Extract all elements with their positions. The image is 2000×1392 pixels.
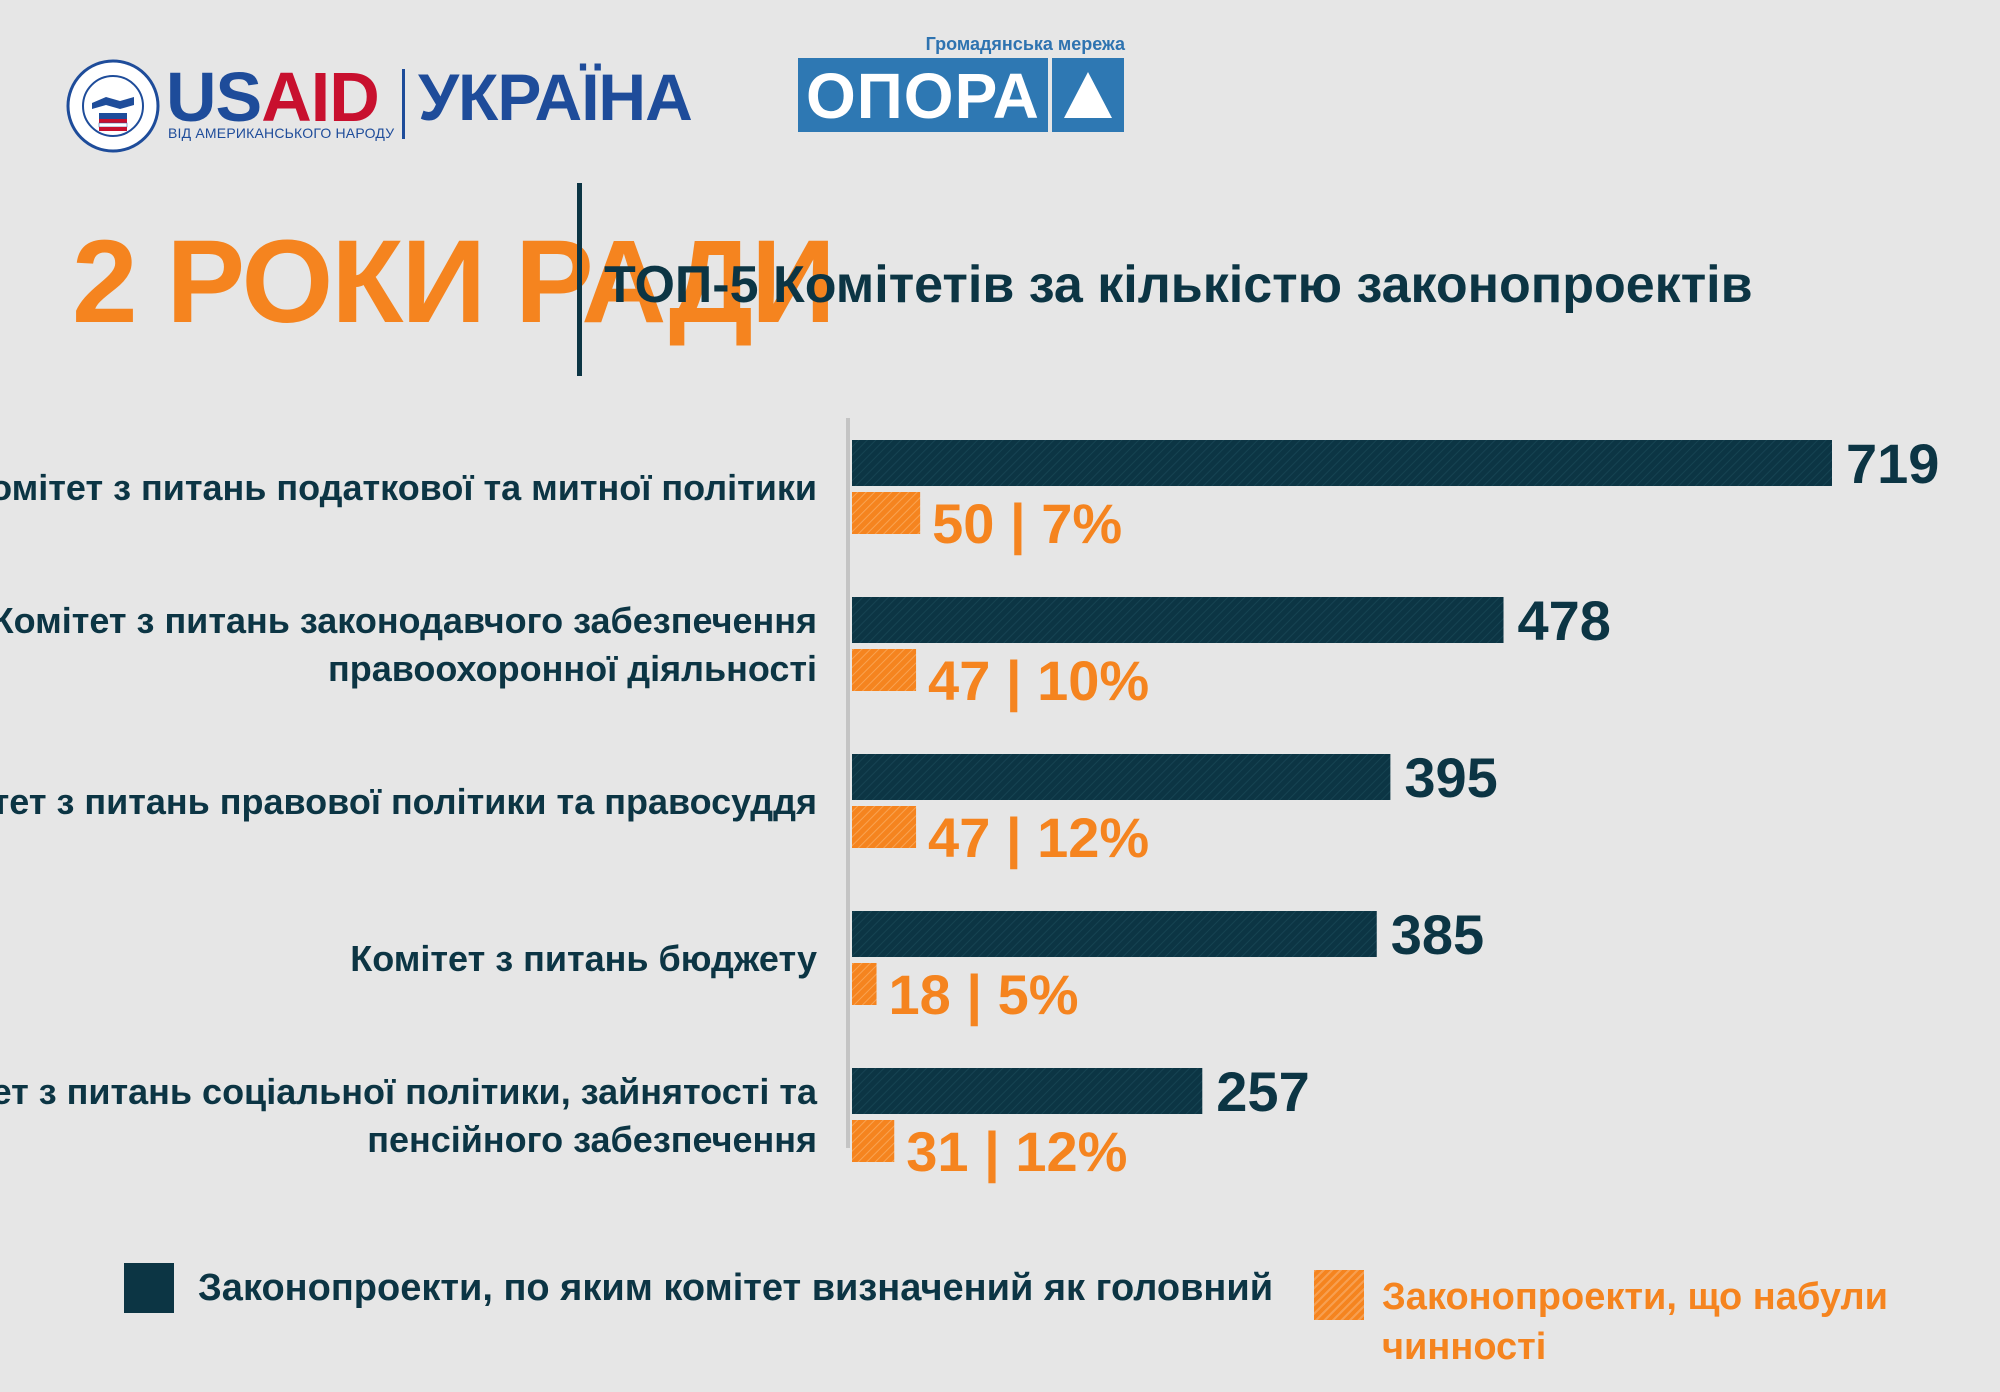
category-label: правоохоронної діяльності (328, 648, 817, 689)
bar-main (852, 597, 1504, 643)
opora-name: ОПОРА (806, 60, 1040, 132)
chart-title: ТОП-5 Комітетів за кількістю законопроек… (604, 256, 1753, 314)
category-label: пенсійного забезпечення (367, 1119, 817, 1160)
opora-name-box: ОПОРА (798, 58, 1048, 132)
bar-enacted (852, 806, 917, 848)
bar-main-value-label: 395 (1404, 746, 1497, 809)
category-label: Комітет з питань податкової та митної по… (0, 467, 817, 508)
bar-enacted (852, 649, 917, 691)
bar-enacted-value-label: 47 | 10% (928, 649, 1149, 713)
bar-main (852, 1068, 1203, 1114)
bar-enacted-value-label: 31 | 12% (906, 1120, 1127, 1184)
legend-label-main: Законопроекти, по яким комітет визначени… (198, 1267, 1274, 1309)
usaid-separator (402, 69, 405, 139)
usaid-wordmark: USAID (166, 58, 380, 136)
bar-enacted-value-label: 47 | 12% (928, 806, 1149, 870)
usaid-tagline: ВІД АМЕРИКАНСЬКОГО НАРОДУ (168, 125, 395, 141)
bar-main-value-label: 385 (1391, 903, 1484, 966)
legend-label-enacted: Законопроекти, що набули чинності (1382, 1276, 1888, 1368)
category-label: Комітет з питань бюджету (350, 938, 817, 979)
bar-main-value-label: 719 (1846, 432, 1939, 495)
usaid-seal-icon (66, 59, 160, 153)
title-divider (577, 183, 582, 376)
bar-main-value-label: 257 (1216, 1060, 1309, 1123)
triangle-icon (1064, 72, 1112, 118)
legend-swatch-main (124, 1263, 174, 1313)
bar-main (852, 911, 1377, 957)
usaid-logo: USAID ВІД АМЕРИКАНСЬКОГО НАРОДУ УКРАЇНА (66, 55, 716, 155)
category-label: Комітет з питань законодавчого забезпече… (0, 600, 817, 641)
opora-logo: Громадянська мережа ОПОРА (798, 34, 1128, 134)
opora-tagline: Громадянська мережа (925, 34, 1125, 54)
bar-main-value-label: 478 (1518, 589, 1611, 652)
category-label: Комітет з питань соціальної політики, за… (0, 1071, 818, 1112)
bar-enacted (852, 1120, 895, 1162)
category-label: Комітет з питань правової політики та пр… (0, 781, 817, 822)
usaid-country: УКРАЇНА (418, 60, 693, 134)
bar-enacted-value-label: 50 | 7% (932, 492, 1122, 556)
bar-main (852, 754, 1391, 800)
bar-enacted (852, 492, 921, 534)
bar-enacted-value-label: 18 | 5% (889, 963, 1079, 1027)
opora-triangle-box (1052, 58, 1124, 132)
bar-main (852, 440, 1832, 486)
page-title: 2 РОКИ РАДИ (72, 216, 836, 348)
bar-enacted (852, 963, 877, 1005)
legend-swatch-enacted (1314, 1270, 1364, 1320)
